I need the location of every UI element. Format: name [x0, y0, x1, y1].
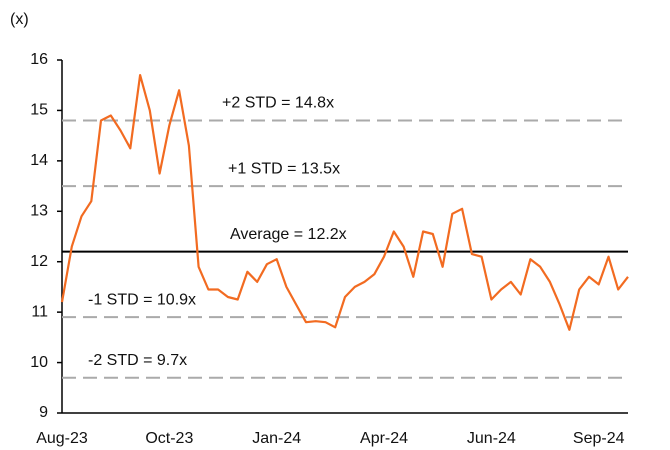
x-tick-label: Aug-23 [36, 430, 88, 447]
x-tick-label: Jun-24 [467, 430, 516, 447]
x-tick-label: Oct-23 [145, 430, 193, 447]
y-tick-label: 9 [39, 404, 48, 421]
reference-label: +2 STD = 14.8x [222, 95, 334, 112]
y-tick-label: 12 [30, 253, 48, 270]
x-tick-label: Apr-24 [360, 430, 408, 447]
y-tick-label: 10 [30, 354, 48, 371]
y-tick-label: 13 [30, 203, 48, 220]
y-tick-label: 16 [30, 51, 48, 68]
reference-label: +1 STD = 13.5x [228, 160, 340, 177]
reference-label: -2 STD = 9.7x [88, 352, 187, 369]
y-axis-label: (x) [10, 11, 29, 28]
x-tick-label: Sep-24 [573, 430, 625, 447]
y-tick-label: 14 [30, 152, 48, 169]
y-tick-label: 11 [31, 303, 48, 320]
reference-label: Average = 12.2x [230, 226, 347, 243]
x-tick-label: Jan-24 [252, 430, 301, 447]
y-tick-label: 15 [30, 102, 48, 119]
reference-label: -1 STD = 10.9x [88, 291, 196, 308]
data-line [60, 74, 629, 331]
